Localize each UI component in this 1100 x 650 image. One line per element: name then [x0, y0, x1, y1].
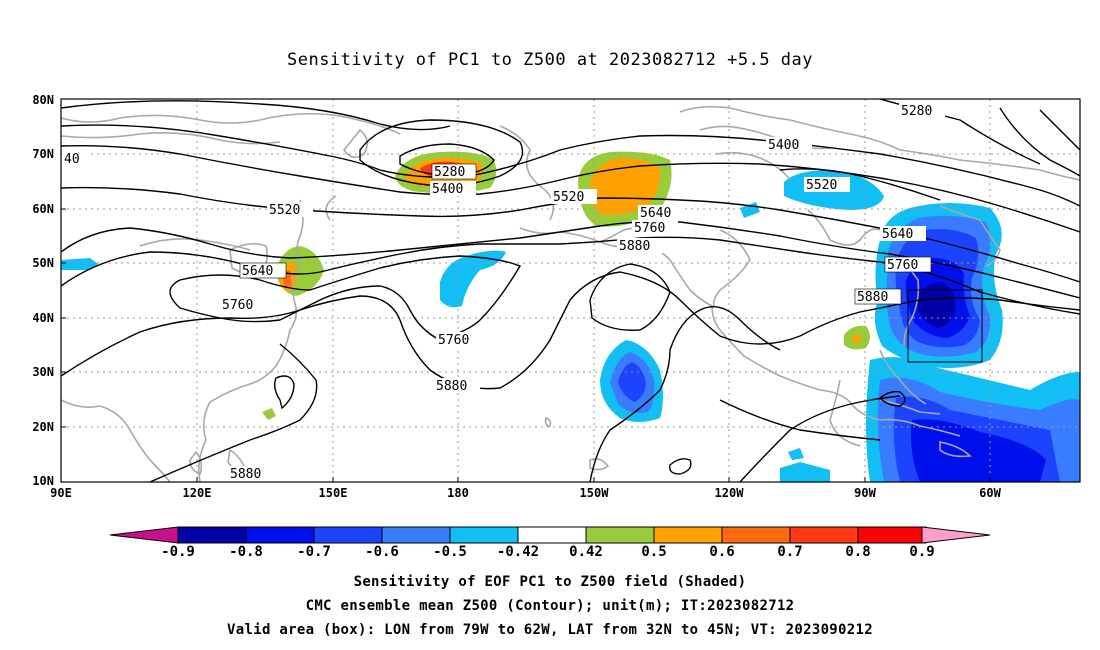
svg-text:5520: 5520	[269, 203, 300, 218]
colorbar-label: 0.5	[641, 544, 667, 560]
lon-label: 60W	[979, 486, 1001, 500]
lat-label: 80N	[32, 93, 54, 107]
shade-cyan	[788, 448, 804, 460]
shade-cyan	[440, 250, 506, 308]
svg-text:5280: 5280	[434, 165, 465, 180]
valid-area-box	[907, 289, 983, 363]
svg-text:5280: 5280	[901, 104, 932, 119]
colorbar-label: 0.6	[709, 544, 735, 560]
colorbar-cell	[245, 526, 315, 544]
svg-text:5400: 5400	[768, 138, 799, 153]
plot-frame	[60, 98, 1081, 483]
contour-labels: 40 5280 5400 5520 5520 5400 5280 5520 56…	[62, 103, 945, 482]
lon-label: 90W	[854, 486, 876, 500]
colorbar-label: 0.42	[569, 544, 603, 560]
contour-label: 5280	[431, 163, 477, 180]
colorbar-cell	[653, 526, 723, 544]
shade-orange	[852, 334, 862, 344]
contour-label: 5760	[220, 297, 266, 313]
colorbar-cell	[857, 526, 927, 544]
svg-text:5640: 5640	[242, 264, 273, 279]
colorbar-cell	[517, 526, 587, 544]
colorbar-label: 0.8	[845, 544, 871, 560]
lat-label: 40N	[32, 311, 54, 325]
shade-darkest	[918, 282, 956, 328]
contour-label: 5880	[617, 238, 663, 254]
svg-text:5520: 5520	[553, 190, 584, 205]
svg-text:40: 40	[64, 152, 80, 167]
contour-label: 5880	[854, 288, 902, 305]
caption-line-3: Valid area (box): LON from 79W to 62W, L…	[227, 622, 873, 638]
lat-label: 20N	[32, 420, 54, 434]
contour-label: 5280	[899, 103, 945, 119]
colorbar-label: 0.7	[777, 544, 803, 560]
colorbar-label: -0.5	[433, 544, 467, 560]
contour-label: 40	[62, 151, 88, 167]
shade-dark	[911, 419, 1046, 482]
lat-label: 70N	[32, 147, 54, 161]
lat-label: 10N	[32, 474, 54, 488]
lat-label: 50N	[32, 256, 54, 270]
svg-text:5760: 5760	[438, 333, 469, 348]
contour-label: 5640	[239, 262, 287, 279]
shade-green	[262, 408, 276, 420]
svg-text:5880: 5880	[619, 239, 650, 254]
lat-label: 30N	[32, 365, 54, 379]
negative-sensitivity-shading	[61, 170, 1080, 482]
contour-label: 5760	[884, 256, 932, 273]
lon-label: 120E	[182, 486, 212, 500]
svg-text:5520: 5520	[806, 178, 837, 193]
contour-label: 5880	[434, 378, 480, 394]
contour-label: 5760	[632, 220, 678, 236]
svg-text:5400: 5400	[432, 182, 463, 197]
colorbar-label: -0.8	[229, 544, 263, 560]
colorbar	[109, 526, 991, 544]
contour-label: 5520	[804, 177, 850, 193]
contour-label: 5520	[551, 189, 597, 205]
map-title: Sensitivity of PC1 to Z500 at 2023082712…	[286, 50, 813, 70]
colorbar-label: -0.9	[161, 544, 195, 560]
shade-cyan	[780, 462, 830, 482]
lon-label: 180	[447, 486, 469, 500]
svg-text:5880: 5880	[857, 290, 888, 305]
svg-text:5640: 5640	[882, 227, 913, 242]
colorbar-cell	[789, 526, 859, 544]
contour-label: 5640	[880, 226, 926, 242]
shade-cyan	[61, 258, 98, 270]
contour-label: 5760	[436, 332, 482, 348]
colorbar-cell	[721, 526, 791, 544]
caption-line-1: Sensitivity of EOF PC1 to Z500 field (Sh…	[353, 574, 747, 590]
colorbar-label: 0.9	[909, 544, 935, 560]
svg-text:5760: 5760	[222, 298, 253, 313]
contour-label: 5880	[228, 466, 274, 482]
contour-label: 5400	[766, 137, 812, 153]
colorbar-label: -0.7	[297, 544, 331, 560]
colorbar-cell	[313, 526, 383, 544]
colorbar-cell	[381, 526, 451, 544]
colorbar-cell	[177, 526, 247, 544]
lon-label: 90E	[50, 486, 72, 500]
colorbar-high-end	[921, 526, 991, 544]
svg-text:5880: 5880	[230, 467, 261, 482]
lon-label: 120W	[714, 486, 744, 500]
shade-orange	[589, 158, 661, 215]
colorbar-label: -0.6	[365, 544, 399, 560]
colorbar-low-end	[109, 526, 179, 544]
colorbar-label: -0.42	[496, 544, 540, 560]
svg-text:5880: 5880	[436, 379, 467, 394]
tick-marks	[61, 98, 991, 482]
contour-label: 5640	[638, 205, 684, 221]
colorbar-cell	[449, 526, 519, 544]
caption-line-2: CMC ensemble mean Z500 (Contour); unit(m…	[305, 598, 795, 614]
lon-label: 150W	[579, 486, 609, 500]
svg-text:5640: 5640	[640, 206, 671, 221]
svg-text:5760: 5760	[634, 221, 665, 236]
lon-label: 150E	[318, 486, 348, 500]
colorbar-cell	[585, 526, 655, 544]
lat-label: 60N	[32, 202, 54, 216]
contour-label: 5400	[430, 181, 476, 197]
contour-label: 5520	[267, 202, 313, 218]
svg-text:5760: 5760	[887, 258, 918, 273]
